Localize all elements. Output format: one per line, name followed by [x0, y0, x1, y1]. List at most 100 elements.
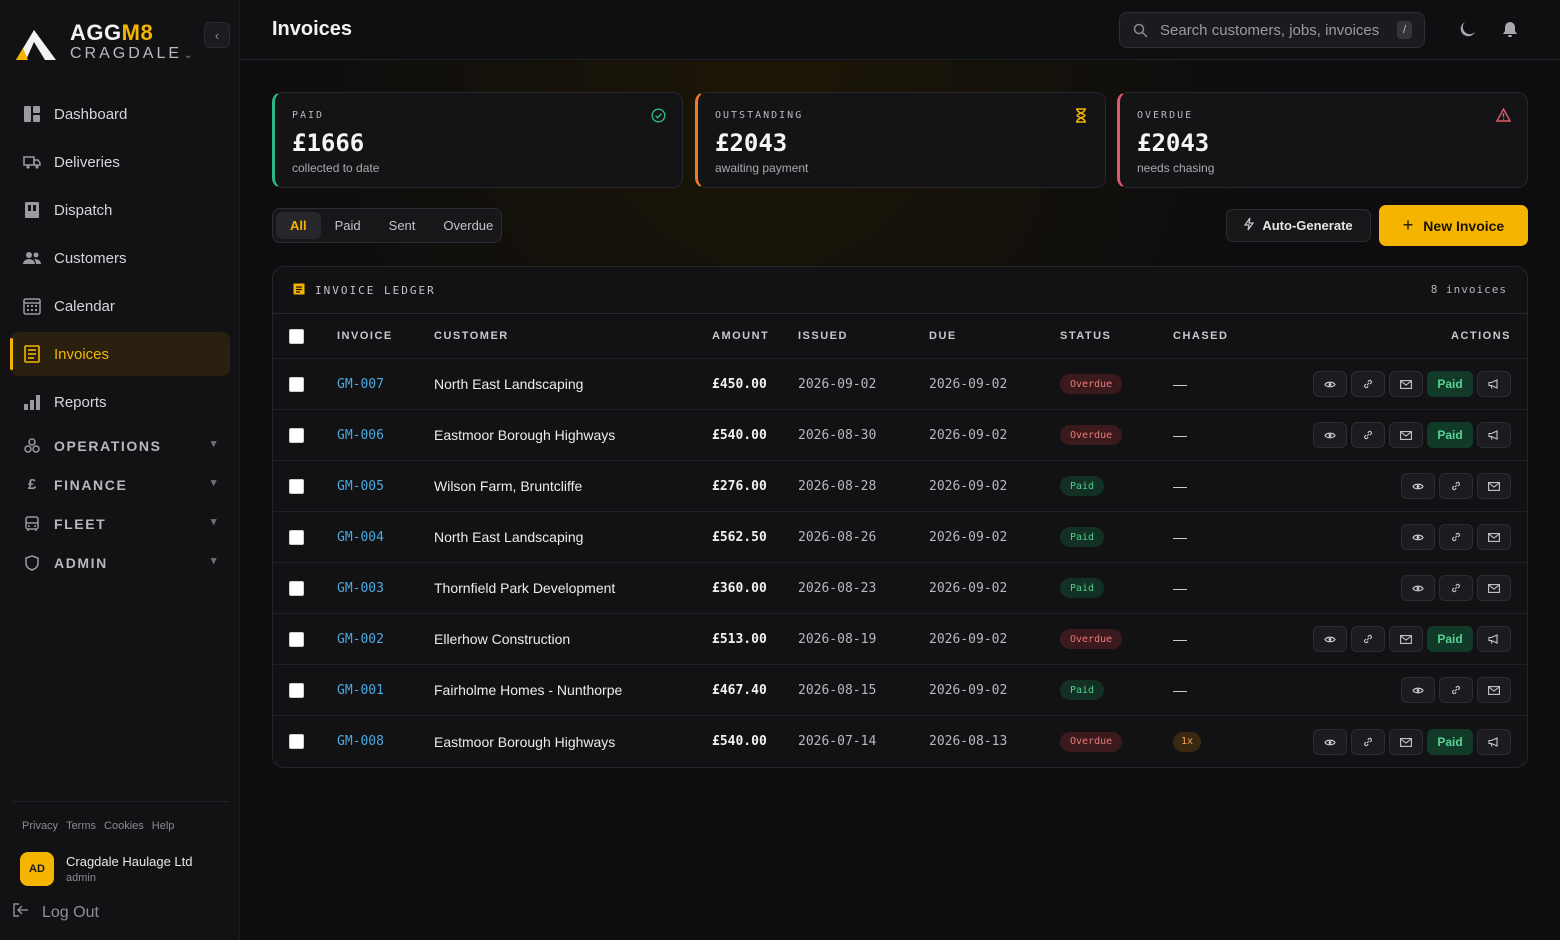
new-invoice-button[interactable]: + New Invoice	[1379, 205, 1528, 246]
privacy-link[interactable]: Privacy	[22, 820, 59, 832]
invoice-number-link[interactable]: GM-008	[337, 734, 384, 749]
column-header[interactable]: CUSTOMER	[434, 330, 509, 342]
auto-generate-button[interactable]: Auto-Generate	[1226, 209, 1371, 242]
sidebar-item-deliveries[interactable]: Deliveries	[10, 140, 230, 184]
copy-link-button[interactable]	[1439, 524, 1473, 550]
row-checkbox[interactable]	[289, 529, 304, 545]
email-invoice-button[interactable]	[1477, 524, 1511, 550]
filter-tab-all[interactable]: All	[276, 212, 321, 239]
mark-paid-button[interactable]: Paid	[1427, 422, 1473, 448]
invoice-number-link[interactable]: GM-003	[337, 580, 384, 596]
sidebar-item-invoices[interactable]: Invoices	[10, 332, 230, 376]
view-invoice-button[interactable]	[1313, 422, 1347, 448]
email-invoice-button[interactable]	[1389, 422, 1423, 448]
view-invoice-button[interactable]	[1401, 677, 1435, 703]
view-invoice-button[interactable]	[1313, 728, 1347, 755]
column-header[interactable]: INVOICE	[337, 330, 393, 342]
filter-tab-overdue[interactable]: Overdue	[443, 218, 494, 233]
sidebar-item-dashboard[interactable]: Dashboard	[10, 92, 230, 136]
account-card[interactable]: AD Cragdale Haulage Ltd admin	[20, 852, 230, 888]
invoice-number-link[interactable]: GM-001	[337, 682, 384, 698]
link-icon	[1363, 631, 1373, 647]
search-input[interactable]	[1160, 21, 1389, 39]
org-switcher[interactable]: CRAGDALE ⌄	[70, 45, 193, 62]
table-row[interactable]: GM-001 Fairholme Homes - Nunthorpe £467.…	[273, 665, 1527, 716]
chase-button[interactable]	[1477, 728, 1511, 755]
view-invoice-button[interactable]	[1401, 473, 1435, 499]
row-checkbox[interactable]	[289, 631, 304, 647]
column-header[interactable]: STATUS	[1060, 330, 1112, 342]
sidebar-item-dispatch[interactable]: Dispatch	[10, 188, 230, 232]
table-row[interactable]: GM-003 Thornfield Park Development £360.…	[273, 563, 1527, 614]
email-invoice-button[interactable]	[1389, 626, 1423, 652]
invoice-number-link[interactable]: GM-002	[337, 631, 384, 647]
cookies-link[interactable]: Cookies	[104, 820, 144, 832]
sidebar-item-calendar[interactable]: Calendar	[10, 284, 230, 328]
table-row[interactable]: GM-002 Ellerhow Construction £513.00 202…	[273, 614, 1527, 665]
filter-tab-paid[interactable]: Paid	[334, 218, 361, 233]
invoice-number-link[interactable]: GM-007	[337, 376, 384, 392]
stat-card-overdue: OVERDUE £2043 needs chasing	[1117, 92, 1528, 188]
row-checkbox[interactable]	[289, 580, 304, 596]
row-checkbox[interactable]	[289, 427, 304, 443]
chase-button[interactable]	[1477, 422, 1511, 448]
nav-group-admin[interactable]: ADMIN ▾	[10, 545, 230, 580]
table-row[interactable]: GM-004 North East Landscaping £562.50 20…	[273, 512, 1527, 563]
mark-paid-button[interactable]: Paid	[1427, 626, 1473, 652]
copy-link-button[interactable]	[1439, 473, 1473, 499]
logout-button[interactable]: Log Out	[12, 902, 99, 923]
row-checkbox[interactable]	[289, 682, 304, 698]
copy-link-button[interactable]	[1439, 575, 1473, 601]
email-invoice-button[interactable]	[1389, 728, 1423, 755]
status-badge: Paid	[1060, 527, 1105, 547]
copy-link-button[interactable]	[1351, 626, 1385, 652]
filter-tab-sent[interactable]: Sent	[388, 218, 416, 233]
mark-paid-button[interactable]: Paid	[1427, 728, 1473, 755]
email-invoice-button[interactable]	[1389, 371, 1423, 397]
mark-paid-button[interactable]: Paid	[1427, 371, 1473, 397]
collapse-sidebar-button[interactable]: ‹	[204, 22, 230, 48]
dark-mode-toggle[interactable]	[1456, 18, 1478, 40]
column-header[interactable]: CHASED	[1173, 330, 1229, 342]
column-header[interactable]: DUE	[929, 330, 957, 342]
email-invoice-button[interactable]	[1477, 473, 1511, 499]
invoice-number-link[interactable]: GM-004	[337, 529, 384, 545]
invoice-number-link[interactable]: GM-006	[337, 427, 384, 443]
nav-group-finance[interactable]: £ FINANCE ▾	[10, 467, 230, 502]
terms-link[interactable]: Terms	[66, 820, 97, 832]
row-checkbox[interactable]	[289, 734, 304, 749]
row-checkbox[interactable]	[289, 478, 304, 494]
email-invoice-button[interactable]	[1477, 677, 1511, 703]
copy-link-button[interactable]	[1439, 677, 1473, 703]
sidebar-item-reports[interactable]: Reports	[10, 380, 230, 424]
chase-button[interactable]	[1477, 371, 1511, 397]
view-invoice-button[interactable]	[1401, 524, 1435, 550]
issued-date: 2026-08-23	[798, 580, 877, 596]
copy-link-button[interactable]	[1351, 371, 1385, 397]
copy-link-button[interactable]	[1351, 728, 1385, 755]
mail-icon	[1488, 682, 1500, 698]
chase-button[interactable]	[1477, 626, 1511, 652]
column-header[interactable]: AMOUNT	[712, 330, 770, 342]
copy-link-button[interactable]	[1351, 422, 1385, 448]
invoice-number-link[interactable]: GM-005	[337, 478, 384, 494]
nav-group-operations[interactable]: OPERATIONS ▾	[10, 428, 230, 463]
table-row[interactable]: GM-006 Eastmoor Borough Highways £540.00…	[273, 410, 1527, 461]
row-checkbox[interactable]	[289, 376, 304, 392]
help-link[interactable]: Help	[151, 820, 175, 832]
table-row[interactable]: GM-007 North East Landscaping £450.00 20…	[273, 359, 1527, 410]
sidebar-item-customers[interactable]: Customers	[10, 236, 230, 280]
select-all-checkbox[interactable]	[289, 328, 304, 344]
column-header[interactable]: ISSUED	[798, 330, 848, 342]
view-invoice-button[interactable]	[1401, 575, 1435, 601]
brand-logo[interactable]: AGGM8 CRAGDALE ⌄	[14, 18, 234, 70]
email-invoice-button[interactable]	[1477, 575, 1511, 601]
search-box[interactable]: /	[1119, 12, 1425, 48]
nav-group-fleet[interactable]: FLEET ▾	[10, 506, 230, 541]
view-invoice-button[interactable]	[1313, 626, 1347, 652]
table-row[interactable]: GM-005 Wilson Farm, Bruntcliffe £276.00 …	[273, 461, 1527, 512]
table-row[interactable]: GM-008 Eastmoor Borough Highways £540.00…	[273, 716, 1527, 767]
view-invoice-button[interactable]	[1313, 371, 1347, 397]
notifications-button[interactable]	[1499, 18, 1521, 40]
stat-value: £1666	[292, 129, 365, 157]
